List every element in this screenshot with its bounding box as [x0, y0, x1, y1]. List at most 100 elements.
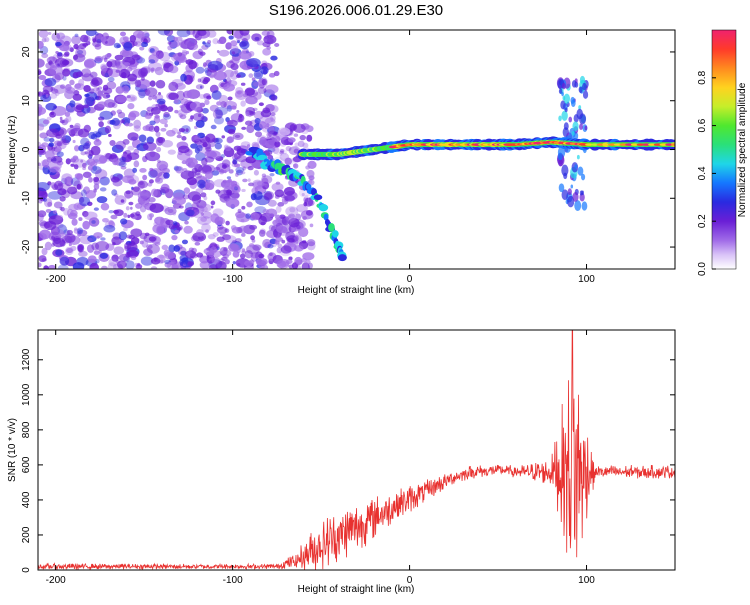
noise-blob	[236, 226, 243, 234]
noise-blob	[284, 194, 296, 202]
noise-blob	[124, 62, 131, 67]
noise-blob	[80, 159, 84, 163]
noise-blob	[43, 265, 49, 269]
noise-blob	[88, 176, 93, 183]
noise-blob	[40, 191, 48, 198]
noise-blob	[214, 166, 221, 171]
noise-blob	[124, 242, 132, 250]
noise-blob	[252, 107, 258, 111]
noise-blob	[59, 256, 70, 266]
doppler-blob	[328, 222, 335, 232]
doppler-blob	[318, 204, 329, 212]
noise-blob	[160, 127, 167, 132]
noise-blob	[97, 90, 104, 96]
noise-blob	[70, 191, 84, 200]
noise-blob	[72, 262, 85, 269]
noise-blob	[268, 130, 278, 139]
noise-blob	[258, 253, 265, 259]
noise-blob	[206, 95, 212, 100]
noise-blob	[168, 224, 176, 230]
noise-blob	[226, 30, 234, 35]
noise-blob	[176, 30, 191, 38]
spectrogram-y-tick-label: 10	[21, 95, 32, 107]
noise-blob	[130, 236, 140, 245]
spike-blob	[562, 95, 566, 101]
noise-blob	[196, 199, 207, 209]
noise-blob	[231, 57, 240, 65]
noise-blob	[239, 253, 246, 259]
noise-blob	[176, 90, 185, 101]
noise-blob	[160, 183, 170, 194]
noise-blob	[118, 161, 127, 167]
colorbar-tick-label: 0.0	[697, 262, 708, 276]
noise-blob	[72, 71, 79, 79]
noise-blob	[293, 163, 299, 169]
noise-blob	[141, 239, 149, 248]
noise-blob	[236, 109, 240, 114]
noise-blob	[74, 227, 78, 231]
noise-blob	[163, 172, 170, 179]
noise-blob	[159, 186, 170, 194]
noise-blob	[265, 123, 270, 128]
carrier-core	[659, 143, 668, 146]
noise-blob	[142, 125, 151, 132]
noise-blob	[215, 189, 221, 194]
noise-blob	[76, 49, 84, 55]
noise-field	[38, 30, 283, 269]
noise-blob	[72, 155, 79, 161]
noise-blob	[156, 98, 166, 105]
noise-blob	[179, 104, 185, 109]
noise-blob	[76, 183, 82, 190]
noise-blob	[123, 227, 128, 232]
noise-blob	[213, 116, 225, 125]
snr-y-tick-label: 1000	[21, 383, 32, 406]
noise-blob	[100, 36, 107, 43]
noise-blob	[226, 119, 238, 127]
noise-blob	[89, 262, 99, 269]
noise-blob	[309, 223, 314, 228]
noise-blob	[185, 39, 198, 49]
noise-blob	[144, 151, 161, 162]
noise-blob	[148, 236, 157, 242]
noise-blob	[126, 67, 133, 72]
spike-blob	[558, 115, 562, 122]
noise-blob	[202, 142, 208, 148]
spike-blob	[584, 125, 588, 131]
noise-blob	[46, 116, 52, 121]
noise-blob	[74, 33, 79, 38]
snr-frame	[37, 329, 676, 571]
spike-blob	[571, 130, 575, 136]
noise-blob	[167, 45, 173, 51]
noise-blob	[174, 229, 180, 234]
noise-blob	[266, 131, 272, 139]
colorbar-gradient	[712, 30, 736, 269]
noise-blob	[244, 120, 253, 126]
noise-blob	[240, 82, 246, 86]
carrier-core	[671, 143, 675, 146]
noise-blob	[47, 31, 52, 36]
noise-blob	[261, 78, 267, 86]
noise-blob	[111, 117, 120, 126]
noise-blob	[216, 236, 225, 242]
noise-blob	[288, 213, 296, 219]
noise-blob	[65, 158, 71, 165]
noise-blob	[216, 101, 222, 106]
noise-blob	[287, 233, 291, 237]
noise-blob	[127, 145, 135, 151]
noise-blob	[174, 166, 182, 172]
noise-blob	[266, 37, 274, 44]
noise-blob	[284, 157, 293, 165]
noise-blob	[159, 118, 168, 125]
noise-blob	[113, 246, 125, 255]
noise-blob	[120, 165, 127, 170]
carrier-core	[648, 143, 657, 146]
noise-blob	[94, 31, 99, 36]
spectrogram-x-tick-label: -100	[223, 274, 243, 285]
noise-blob	[205, 171, 214, 180]
noise-blob	[160, 188, 166, 196]
noise-blob	[119, 49, 130, 57]
noise-blob	[50, 111, 55, 116]
noise-blob	[61, 135, 72, 144]
noise-blob	[114, 59, 121, 67]
